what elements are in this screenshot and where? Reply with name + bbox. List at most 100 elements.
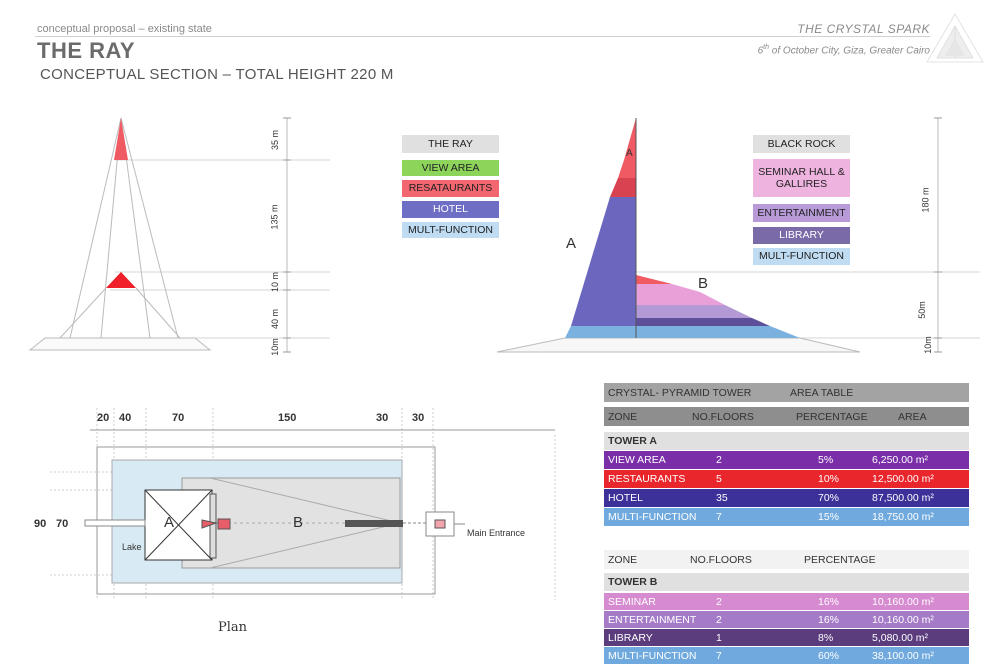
section-drawing [28, 117, 980, 353]
floors-cell: 7 [716, 511, 722, 523]
ray-base [28, 337, 212, 351]
table-header-cell: NO.FLOORS [690, 553, 752, 566]
plan-dim-top: 30 [376, 412, 389, 424]
area-cell: 10,160.00 m² [872, 613, 934, 626]
entrance-label: Main Entrance [467, 528, 526, 538]
percentage-cell: 16% [818, 595, 840, 608]
area-cell: 12,500.00 m² [872, 473, 934, 485]
brand-location: 6th of October City, Giza, Greater Cairo [758, 44, 930, 56]
table-header-cell: NO.FLOORS [692, 410, 754, 423]
section-heading: CONCEPTUAL SECTION – TOTAL HEIGHT 220 M [40, 66, 394, 83]
table-header-3: ZONE NO.FLOORS PERCENTAGE [604, 550, 969, 569]
dim-label: 40 m [270, 308, 281, 330]
zone-cell: HOTEL [608, 492, 644, 504]
floors-cell: 2 [716, 595, 722, 608]
percentage-cell: 10% [818, 473, 840, 485]
tower-b-band [636, 318, 770, 326]
brand-logo-icon [926, 13, 984, 63]
floors-cell: 5 [716, 473, 722, 485]
table-row: MULTI-FUNCTION 7 15% 18,750.00 m² [604, 508, 969, 526]
legend-entertainment: ENTERTAINMENT [753, 204, 850, 222]
zone-cell: ENTERTAINMENT [608, 613, 697, 626]
zone-cell: MULTI-FUNCTION [608, 649, 697, 662]
table-row: MULTI-FUNCTION 7 60% 38,100.00 m² [604, 647, 969, 664]
legend-view-area: VIEW AREA [402, 160, 499, 176]
floors-cell: 2 [716, 613, 722, 626]
plan-drawing [50, 408, 556, 600]
percentage-cell: 5% [818, 454, 834, 466]
ray-mid-red [106, 272, 136, 288]
percentage-cell: 70% [818, 492, 840, 504]
table-row: LIBRARY 1 8% 5,080.00 m² [604, 629, 969, 646]
table-row: HOTEL 35 70% 87,500.00 m² [604, 489, 969, 507]
legend-restaurants: RESATAURANTS [402, 180, 499, 197]
area-cell: 38,100.00 m² [872, 649, 934, 662]
table-header-cell: CRYSTAL- PYRAMID TOWER [608, 386, 752, 399]
tower-a-band [618, 160, 636, 178]
dim-label: 35 m [270, 129, 281, 151]
ray-outline [69, 117, 179, 339]
floors-cell: 2 [716, 454, 722, 466]
legend-rock-title: BLACK ROCK [753, 135, 850, 153]
brand-title: THE CRYSTAL SPARK [797, 22, 930, 36]
floors-cell: 35 [716, 492, 728, 504]
plan-dim-side: 90 [34, 518, 47, 530]
plan-dim-side: 70 [56, 518, 69, 530]
percentage-cell: 16% [818, 613, 840, 626]
tower-b-band [636, 326, 800, 338]
tower-b-label: B [698, 275, 709, 292]
tower-b-band [636, 292, 725, 305]
table-header-cell: ZONE [608, 553, 638, 566]
plan-dim-top: 150 [278, 412, 297, 424]
zone-cell: LIBRARY [608, 631, 653, 644]
lake-label: Lake [122, 542, 142, 552]
table-header-cell: ZONE [608, 410, 638, 423]
dim-label: 10m [269, 338, 280, 356]
tower-a-title-row: TOWER A [604, 432, 969, 450]
area-cell: 10,160.00 m² [872, 595, 934, 608]
dim-label: 50m [916, 301, 927, 319]
table-row: RESTAURANTS 5 10% 12,500.00 m² [604, 470, 969, 488]
plan-caption: Plan [218, 620, 248, 635]
plan-dim-top: 70 [172, 412, 185, 424]
tower-b-band [636, 284, 700, 292]
table-row: SEMINAR 2 16% 10,160.00 m² [604, 593, 969, 610]
table-header-1: CRYSTAL- PYRAMID TOWER AREA TABLE [604, 383, 969, 402]
tower-b-band [636, 305, 752, 318]
tower-a-hotel [571, 197, 636, 326]
dim-label: 135 m [269, 204, 280, 230]
floors-cell: 1 [716, 631, 722, 644]
document-title: THE RAY [37, 38, 136, 63]
table-header-cell: AREA TABLE [790, 386, 854, 399]
tower-a-title: TOWER A [608, 435, 657, 447]
ray-top-red [114, 118, 128, 160]
percentage-cell: 60% [818, 649, 840, 662]
zone-cell: VIEW AREA [608, 454, 666, 466]
plan-dim-top: 30 [412, 412, 425, 424]
tower-b-title-row: TOWER B [604, 573, 969, 591]
location-number: 6 [757, 45, 764, 57]
tower-a-top [624, 118, 636, 160]
tower-a-top-label: A [626, 148, 633, 159]
area-cell: 87,500.00 m² [872, 492, 934, 504]
table-row: VIEW AREA 2 5% 6,250.00 m² [604, 451, 969, 469]
legend-hotel: HOTEL [402, 201, 499, 218]
table-header-cell: AREA [898, 410, 927, 423]
zone-cell: SEMINAR [608, 595, 656, 608]
document-subtitle: conceptual proposal – existing state [37, 23, 212, 35]
percentage-cell: 8% [818, 631, 834, 644]
location-suffix: th [763, 44, 770, 51]
legend-library: LIBRARY [753, 227, 850, 244]
area-cell: 18,750.00 m² [872, 511, 934, 523]
table-header-cell: PERCENTAGE [796, 410, 868, 423]
legend-seminar: SEMINAR HALL & GALLIRES [753, 159, 850, 197]
plan-a-label: A [164, 514, 175, 531]
plan-dim-top: 40 [119, 412, 132, 424]
tower-b-band [636, 275, 672, 284]
dim-label: 180 m [920, 187, 931, 213]
bridge [345, 520, 403, 527]
area-cell: 6,250.00 m² [872, 454, 929, 466]
table-header-2: ZONE NO.FLOORS PERCENTAGE AREA [604, 407, 969, 426]
area-cell: 5,080.00 m² [872, 631, 929, 644]
plan-b-label: B [293, 514, 304, 531]
